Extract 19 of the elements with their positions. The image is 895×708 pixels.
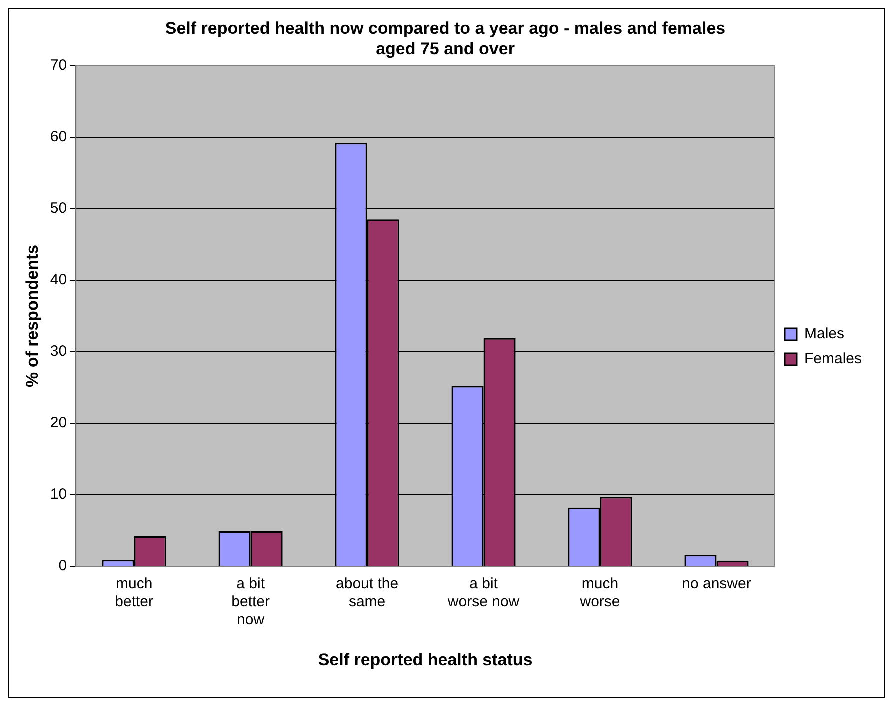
x-tick-label: no answer [682, 576, 752, 593]
y-axis-title: % of respondents [22, 244, 42, 388]
y-tick-label: 70 [50, 56, 68, 74]
chart-title: Self reported health now compared to a year ago - males and females aged 75 and over [165, 18, 726, 58]
legend-label: Males [804, 326, 844, 343]
y-tick-label: 40 [50, 272, 68, 289]
x-tick-label: much better [115, 576, 154, 611]
y-tick-label: 10 [50, 486, 68, 504]
y-tick-label: 50 [50, 200, 68, 218]
x-tick-label: a bit worse now [446, 576, 520, 611]
x-tick-label: a bit better now [232, 576, 270, 629]
x-tick-label: about the same [336, 576, 399, 611]
y-tick-label: 60 [50, 128, 68, 146]
y-tick-label: 20 [50, 414, 68, 432]
x-tick-label: much worse [579, 576, 620, 611]
y-tick-label: 30 [50, 343, 68, 360]
y-tick-label: 0 [58, 558, 68, 575]
x-axis-title: Self reported health status [318, 650, 533, 670]
legend-label: Females [804, 350, 862, 368]
